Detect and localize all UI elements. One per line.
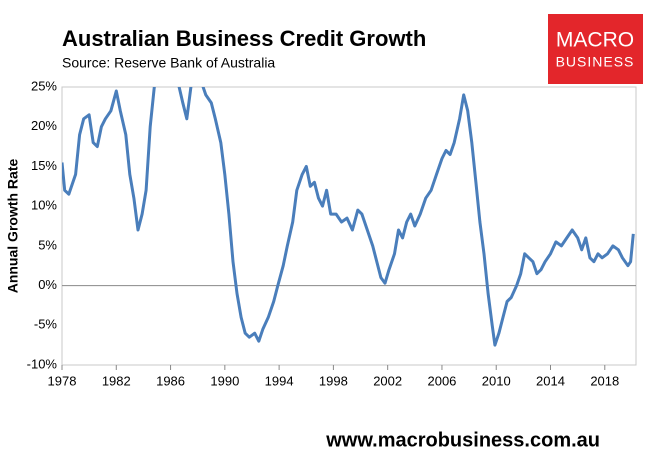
x-tick-label: 1994 <box>265 373 294 388</box>
chart-subtitle: Source: Reserve Bank of Australia <box>62 55 275 71</box>
y-tick-label: 20% <box>31 118 57 133</box>
x-tick-label: 2002 <box>373 373 402 388</box>
y-axis-label: Annual Growth Rate <box>5 159 21 294</box>
x-tick-label: 2006 <box>427 373 456 388</box>
x-tick-label: 2018 <box>590 373 619 388</box>
x-tick-label: 1986 <box>156 373 185 388</box>
footer-url: www.macrobusiness.com.au <box>325 429 600 451</box>
x-tick-label: 1978 <box>48 373 77 388</box>
chart-title: Australian Business Credit Growth <box>62 26 426 51</box>
logo-text: MACRO <box>556 29 634 52</box>
y-tick-label: 5% <box>38 237 57 252</box>
logo-box <box>548 14 643 84</box>
x-tick-label: 2010 <box>482 373 511 388</box>
x-tick-label: 1998 <box>319 373 348 388</box>
y-tick-label: -10% <box>27 356 58 371</box>
data-line <box>62 87 635 347</box>
x-tick-label: 2014 <box>536 373 565 388</box>
y-tick-label: -5% <box>34 317 58 332</box>
x-tick-label: 1982 <box>102 373 131 388</box>
y-tick-label: 10% <box>31 198 57 213</box>
y-tick-label: 15% <box>31 158 57 173</box>
y-tick-label: 0% <box>38 277 57 292</box>
y-tick-label: 25% <box>31 78 57 93</box>
x-tick-label: 1990 <box>210 373 239 388</box>
logo-text: BUSINESS <box>556 54 635 70</box>
